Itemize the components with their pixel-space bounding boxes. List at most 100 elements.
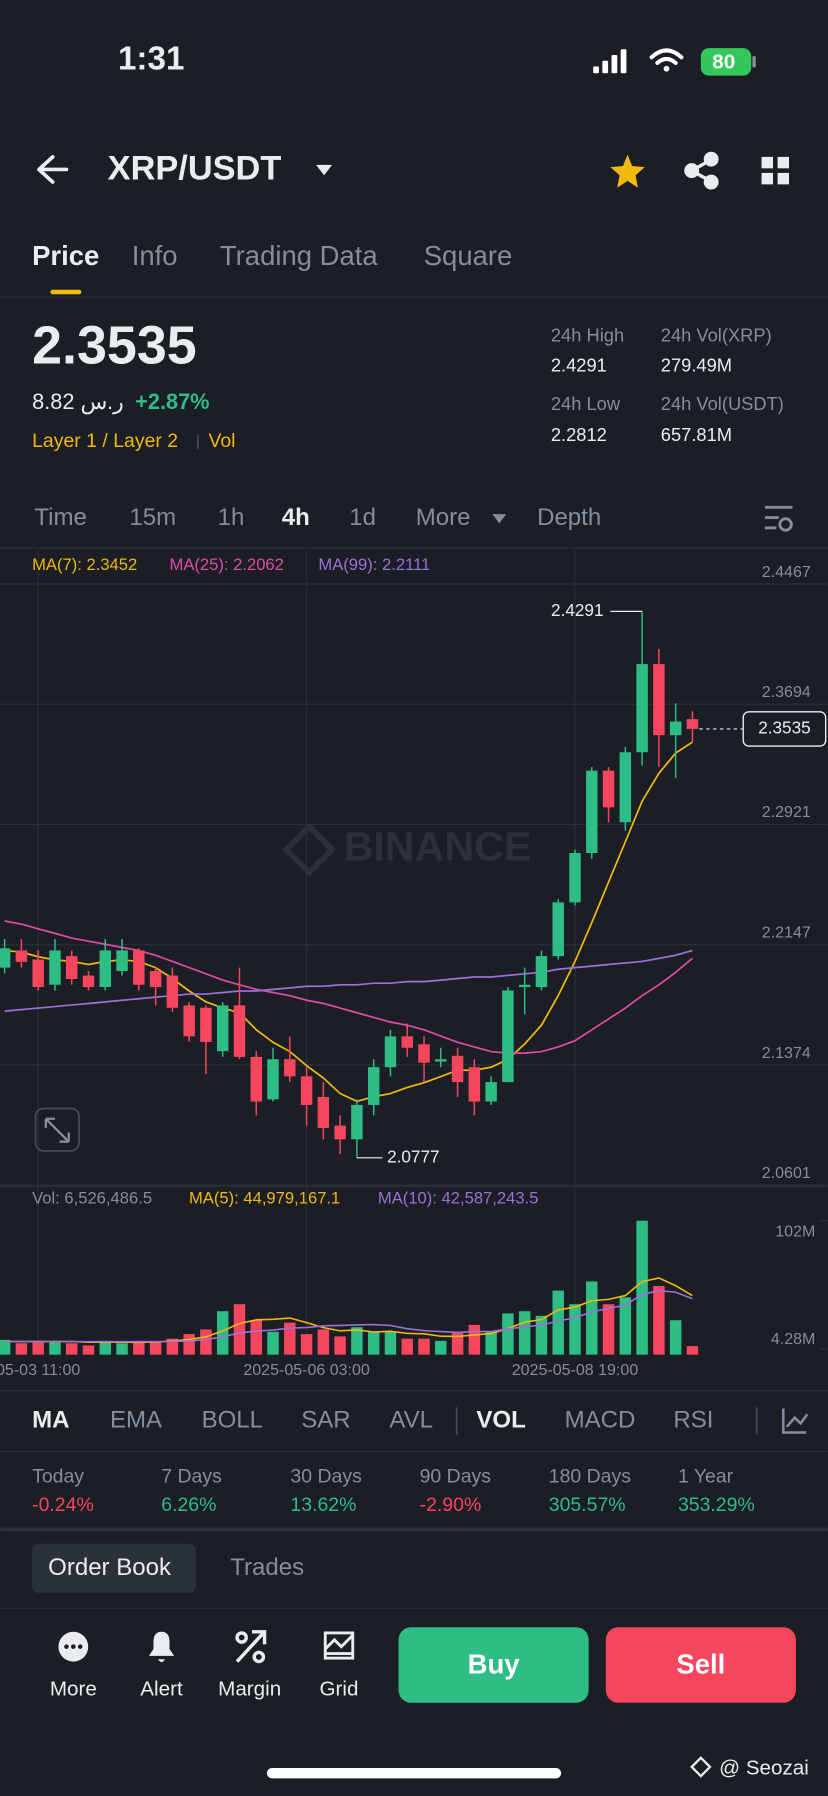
interval-active[interactable]: 4h [282,504,310,531]
candle-body [586,770,598,854]
grid-icon[interactable] [323,1631,355,1660]
tag[interactable]: Vol [208,430,235,452]
period-change: -0.24% [32,1494,94,1516]
sell-button[interactable] [605,1627,796,1703]
tag[interactable]: Layer 1 / Layer 2 [32,430,178,452]
indicator[interactable]: BOLL [202,1406,263,1433]
pair-dropdown[interactable] [316,164,333,176]
volume-ma-line [4,1289,693,1343]
stat-value: 2.4291 [551,354,607,375]
margin-icon[interactable] [235,1630,267,1664]
volume-bar [65,1343,78,1355]
volume-bar [468,1324,481,1355]
y-tick-label: 2.1374 [762,1044,811,1062]
sell-label[interactable]: Sell [676,1648,725,1679]
x-tick-label: 05-03 11:00 [0,1361,80,1379]
tab[interactable]: Trading Data [220,240,378,271]
buy-label[interactable]: Buy [468,1648,521,1679]
candle-body [15,950,28,962]
volume-bar [49,1340,61,1355]
candle-body [116,950,128,972]
tab-active[interactable]: Price [32,240,99,271]
stat-value: 2.2812 [551,424,607,445]
pair-title[interactable]: XRP/USDT [108,150,282,188]
back-button[interactable] [37,155,69,184]
candle-body [367,1067,380,1105]
interval[interactable]: Depth [537,504,601,531]
signal-icon [593,49,627,74]
candle-body [284,1059,296,1077]
more-dropdown[interactable] [492,514,507,524]
fullscreen-button[interactable] [34,1107,80,1152]
y-tick-label: 2.0601 [762,1164,811,1182]
candle-body [669,721,682,736]
indicator[interactable]: MACD [565,1406,636,1433]
volume-bar [351,1327,363,1355]
interval[interactable]: More [416,504,471,531]
volume-bar [686,1346,699,1355]
trades-tab[interactable]: Trades [230,1554,304,1581]
tab[interactable]: Square [424,240,513,271]
interval[interactable]: 15m [129,504,176,531]
volume-bar [435,1340,447,1355]
volume-bar [200,1329,212,1355]
interval[interactable]: 1h [218,504,245,531]
indicator[interactable]: RSI [673,1406,713,1433]
y-tick-label: 2.2921 [762,803,811,821]
indicator-active[interactable]: VOL [476,1406,525,1433]
wifi-icon [649,48,684,72]
legend-entry: MA(10): 42,587,243.5 [378,1188,539,1207]
divider [0,1450,828,1453]
volume-bar [82,1345,95,1355]
last-price-label: 2.3535 [758,717,810,737]
candle-body [535,956,548,988]
y-tick-label: 102M [775,1222,815,1240]
volume-bar [334,1336,346,1355]
last-price-tag [742,711,827,747]
ma-line [4,949,693,1012]
layout-button[interactable] [761,156,790,185]
tab[interactable]: Info [132,240,178,271]
indicator-settings[interactable] [782,1408,809,1434]
candle-body [233,1005,246,1057]
action-label[interactable]: Margin [218,1678,281,1701]
alert-icon[interactable] [148,1631,175,1663]
interval[interactable]: Time [34,504,87,531]
separator [455,1407,458,1435]
clock: 1:31 [118,40,184,77]
share-button[interactable] [684,151,719,190]
candle-body [401,1036,413,1048]
volume-bar [586,1281,598,1355]
legend-entry: MA(25): 2.2062 [170,555,284,574]
legend-entry: MA(7): 2.3452 [32,555,137,574]
volume-bar [99,1340,112,1355]
action-label[interactable]: Grid [320,1678,359,1701]
watermark-logo [282,822,337,877]
volume-bar [15,1343,28,1355]
buy-button[interactable] [398,1627,589,1703]
indicator[interactable]: AVL [389,1406,433,1433]
action-label[interactable]: Alert [140,1678,183,1701]
indicator[interactable]: SAR [301,1406,350,1433]
action-label[interactable]: More [50,1678,97,1701]
period-label: 1 Year [678,1465,734,1487]
volume-bar [149,1340,162,1355]
volume-bar [535,1315,548,1355]
interval[interactable]: 1d [349,504,376,531]
volume-bar [216,1311,229,1355]
volume-bar [250,1320,262,1355]
period-change: 13.62% [290,1494,356,1516]
x-tick-label: 2025-05-06 03:00 [243,1361,370,1379]
volume-bar [317,1329,330,1355]
chart-settings[interactable] [764,505,793,532]
legend-entry: MA(99): 2.2111 [318,555,430,574]
favorite-star[interactable] [610,154,645,188]
candle-body [166,975,179,1008]
volume-bar [233,1304,246,1355]
period-change: 6.26% [161,1494,216,1516]
indicator[interactable]: EMA [110,1406,162,1433]
order-book-tab[interactable]: Order Book [48,1554,172,1581]
indicator-active[interactable]: MA [32,1406,69,1433]
volume-bar [602,1304,615,1355]
